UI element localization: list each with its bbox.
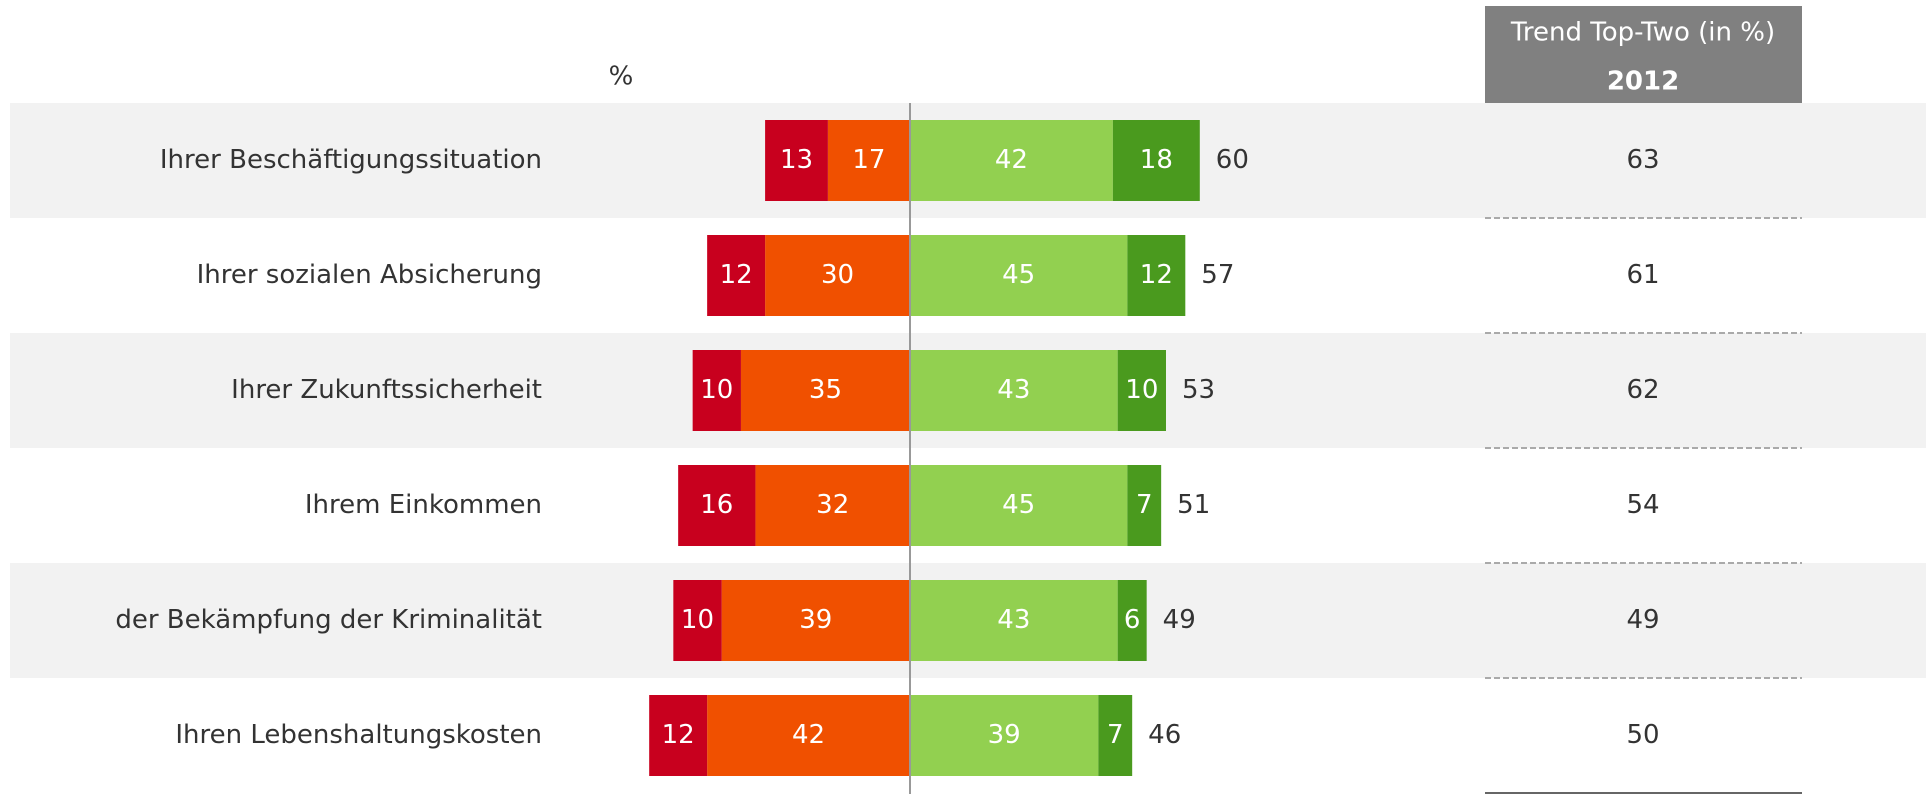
- bar-segment: [649, 695, 708, 776]
- bar-segment: [1127, 235, 1186, 316]
- data-label: 45: [1002, 260, 1035, 290]
- bar-segment: [910, 465, 1128, 546]
- data-label: 7: [1136, 490, 1153, 520]
- bar-segment: [721, 580, 910, 661]
- bar-segment: [707, 695, 910, 776]
- category-label: Ihren Lebenshaltungskosten: [175, 720, 542, 750]
- bar-segment: [1117, 350, 1166, 431]
- bar-segment: [910, 235, 1128, 316]
- data-label: 6: [1124, 605, 1141, 635]
- data-label: 39: [988, 720, 1021, 750]
- bar-segment: [755, 465, 910, 546]
- category-label: Ihrer sozialen Absicherung: [197, 260, 542, 290]
- total-label: 51: [1177, 490, 1210, 520]
- bar-segment: [707, 235, 766, 316]
- trend-value: 54: [1626, 490, 1659, 520]
- data-label: 45: [1002, 490, 1035, 520]
- bar-segment: [678, 465, 756, 546]
- data-label: 43: [997, 605, 1030, 635]
- data-label: 7: [1107, 720, 1124, 750]
- data-label: 12: [720, 260, 753, 290]
- category-label: Ihrer Zukunftssicherheit: [231, 375, 542, 405]
- data-label: 10: [700, 375, 733, 405]
- category-label: der Bekämpfung der Kriminalität: [115, 605, 542, 635]
- data-label: 16: [700, 490, 733, 520]
- bar-segment: [827, 120, 910, 201]
- bar-segment: [910, 580, 1118, 661]
- data-label: 30: [821, 260, 854, 290]
- bar-segment: [740, 350, 910, 431]
- total-label: 49: [1163, 605, 1196, 635]
- trend-value: 63: [1626, 145, 1659, 175]
- data-label: 39: [799, 605, 832, 635]
- data-label: 18: [1140, 145, 1173, 175]
- data-label: 13: [780, 145, 813, 175]
- trend-value: 61: [1626, 260, 1659, 290]
- data-label: 43: [997, 375, 1030, 405]
- bar-segment: [1112, 120, 1200, 201]
- data-label: 10: [1125, 375, 1158, 405]
- trend-title: Trend Top-Two (in %): [1510, 18, 1775, 48]
- bar-segment: [1117, 580, 1147, 661]
- trend-header: [1485, 6, 1802, 103]
- trend-value: 49: [1626, 605, 1659, 635]
- bar-segment: [765, 235, 910, 316]
- data-label: 12: [1140, 260, 1173, 290]
- data-label: 42: [995, 145, 1028, 175]
- category-label: Ihrer Beschäftigungssituation: [160, 145, 542, 175]
- data-label: 32: [816, 490, 849, 520]
- bar-segment: [910, 120, 1113, 201]
- trend-value: 50: [1626, 720, 1659, 750]
- category-label: Ihrem Einkommen: [305, 490, 542, 520]
- unit-label: %: [609, 62, 634, 92]
- trend-value: 62: [1626, 375, 1659, 405]
- data-label: 10: [681, 605, 714, 635]
- bar-segment: [910, 350, 1118, 431]
- bar-segment: [673, 580, 722, 661]
- bar-segment: [1127, 465, 1162, 546]
- bar-segment: [1098, 695, 1133, 776]
- total-label: 60: [1216, 145, 1249, 175]
- bar-segment: [910, 695, 1099, 776]
- bar-segment: [692, 350, 741, 431]
- trend-year: 2012: [1607, 67, 1679, 97]
- data-label: 12: [662, 720, 695, 750]
- data-label: 17: [852, 145, 885, 175]
- data-label: 42: [792, 720, 825, 750]
- total-label: 46: [1148, 720, 1181, 750]
- data-label: 35: [809, 375, 842, 405]
- total-label: 57: [1201, 260, 1234, 290]
- bar-segment: [765, 120, 828, 201]
- total-label: 53: [1182, 375, 1215, 405]
